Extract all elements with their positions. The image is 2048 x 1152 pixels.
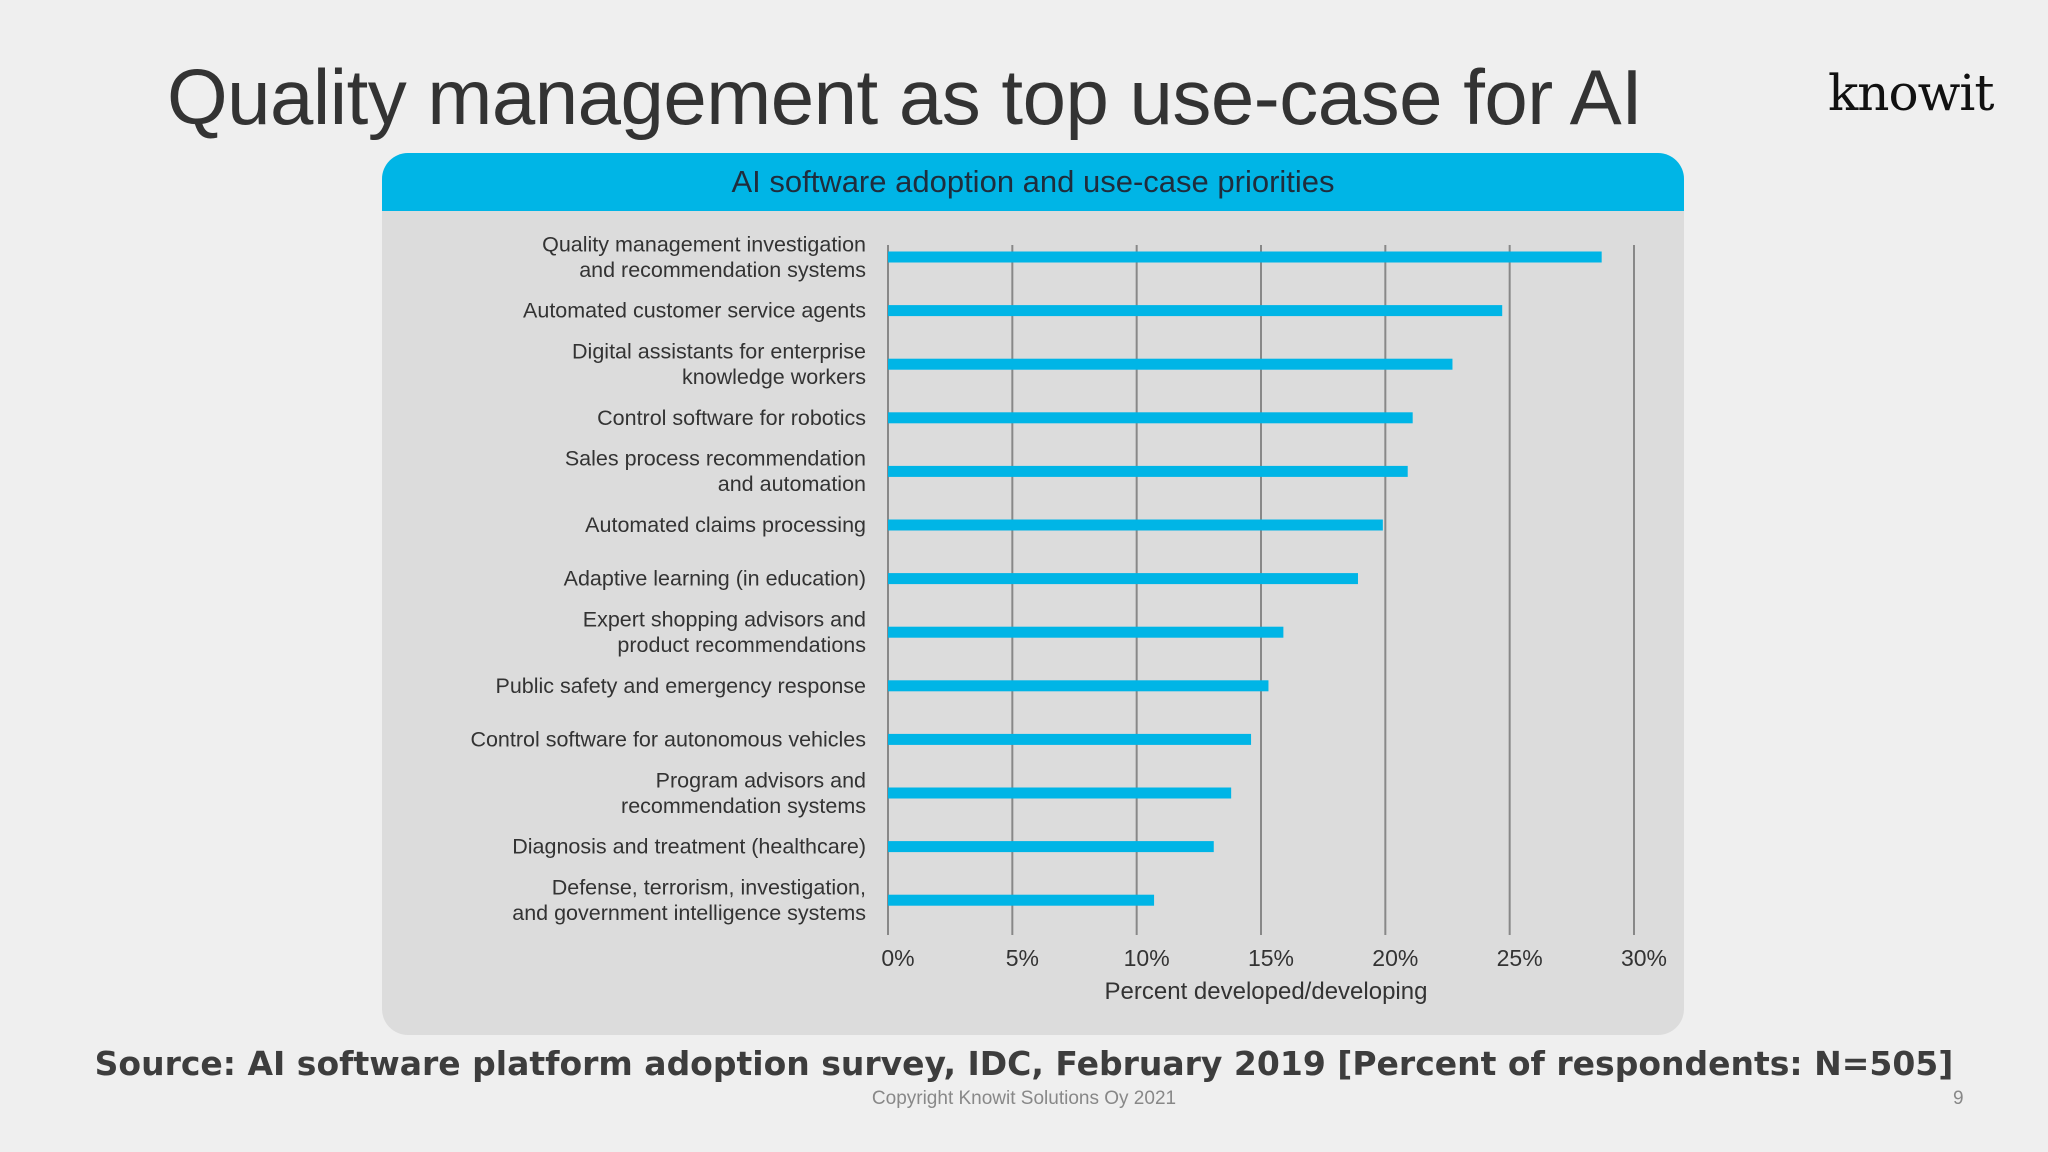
bar — [888, 305, 1503, 317]
bar — [888, 787, 1232, 799]
page-number: 9 — [1953, 1088, 1964, 1109]
x-tick-label: 10% — [1124, 945, 1170, 971]
category-label-line: Defense, terrorism, investigation, — [552, 875, 866, 899]
category-label: Automated customer service agents — [523, 299, 866, 323]
category-label-line: Automated claims processing — [585, 513, 866, 537]
bar — [888, 626, 1284, 638]
category-label-line: Quality management investigation — [542, 232, 866, 256]
x-tick-label: 30% — [1621, 945, 1667, 971]
category-label-line: Sales process recommendation — [565, 447, 866, 471]
x-tick-label: 20% — [1372, 945, 1418, 971]
category-label-line: and recommendation systems — [579, 258, 866, 282]
category-label: Public safety and emergency response — [496, 674, 867, 698]
x-axis-title: Percent developed/developing — [1105, 978, 1428, 1005]
chart-panel: AI software adoption and use-case priori… — [382, 153, 1684, 1035]
bar — [888, 251, 1602, 263]
x-tick-label: 5% — [1006, 945, 1039, 971]
bar — [888, 733, 1252, 745]
category-label-line: Program advisors and — [656, 768, 866, 792]
slide-title: Quality management as top use-case for A… — [167, 53, 1643, 141]
category-label: Control software for autonomous vehicles — [470, 727, 866, 751]
category-label-line: product recommendations — [617, 633, 866, 657]
category-label: Automated claims processing — [585, 513, 866, 537]
bar — [888, 465, 1408, 477]
bar — [888, 894, 1155, 906]
x-tick-label: 0% — [881, 945, 914, 971]
category-label: Quality management investigation and reco… — [542, 232, 866, 282]
category-label-line: Public safety and emergency response — [496, 674, 867, 698]
category-label: Diagnosis and treatment (healthcare) — [512, 835, 866, 859]
category-label-line: knowledge workers — [682, 365, 866, 389]
category-label: Defense, terrorism, investigation, and go… — [512, 875, 866, 925]
category-label: Adaptive learning (in education) — [564, 567, 866, 591]
bar — [888, 519, 1383, 531]
category-label-line: Diagnosis and treatment (healthcare) — [512, 835, 866, 859]
category-label-line: recommendation systems — [621, 794, 866, 818]
category-label: Program advisors and recommendation syste… — [621, 768, 866, 818]
bar — [888, 358, 1453, 370]
category-label: Sales process recommendation and automati… — [565, 447, 866, 497]
bar — [888, 573, 1358, 585]
bar — [888, 680, 1269, 692]
bar — [888, 412, 1413, 424]
copyright-text: Copyright Knowit Solutions Oy 2021 — [871, 1088, 1177, 1109]
category-label-line: Control software for robotics — [597, 406, 866, 430]
category-label-line: and automation — [718, 472, 866, 496]
category-label: Control software for robotics — [597, 406, 866, 430]
bar-chart: 0% 5% 10% 15% 20% 25% 30% Percent developed/dev… — [470, 232, 1667, 1005]
category-label-line: Digital assistants for enterprise — [572, 339, 866, 363]
source-note: Source: AI software platform adoption su… — [94, 1044, 1954, 1083]
category-label-line: Automated customer service agents — [523, 299, 866, 323]
category-label-line: and government intelligence systems — [512, 901, 866, 925]
category-label-line: Expert shopping advisors and — [583, 607, 866, 631]
x-tick-label: 15% — [1248, 945, 1294, 971]
category-label: Expert shopping advisors and product reco… — [583, 607, 866, 657]
category-label-line: Control software for autonomous vehicles — [470, 727, 866, 751]
category-label: Digital assistants for enterprise knowled… — [572, 339, 866, 389]
knowit-logo: knowit — [1828, 64, 1994, 122]
bar — [888, 841, 1214, 853]
chart-title: AI software adoption and use-case priori… — [382, 153, 1684, 211]
x-tick-label: 25% — [1497, 945, 1543, 971]
category-label-line: Adaptive learning (in education) — [564, 567, 866, 591]
